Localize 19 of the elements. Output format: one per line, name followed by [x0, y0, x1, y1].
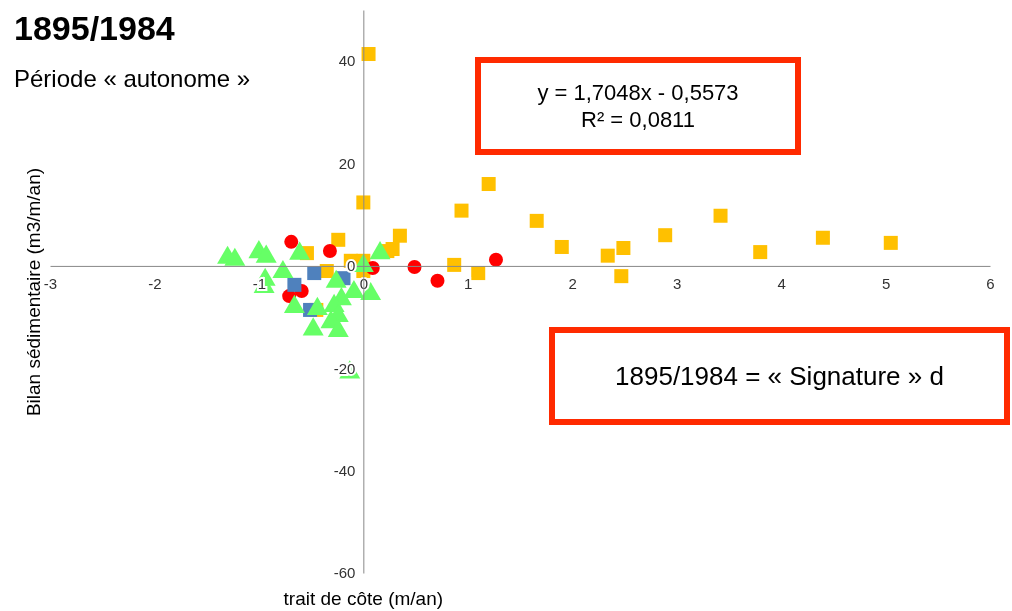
- y-tick-label: 40: [338, 52, 356, 70]
- y-tick-label: -40: [333, 461, 356, 479]
- x-tick-label: 0: [359, 274, 369, 292]
- chart-title: 1895/1984: [14, 9, 175, 47]
- x-tick-label: -3: [43, 274, 58, 292]
- x-tick-label: 6: [986, 274, 995, 292]
- x-tick-label: 3: [672, 274, 682, 292]
- y-tick-label: 20: [338, 154, 356, 172]
- x-tick-label: 2: [568, 274, 577, 292]
- y-tick-label: -60: [333, 564, 356, 582]
- y-axis-title: Bilan sédimentaire (m3/m/an): [23, 167, 44, 417]
- annotation: y = 1,7048x - 0,5573 R² = 0,0811: [537, 79, 739, 133]
- annotation: 1895/1984 = « Signature » d: [615, 361, 944, 392]
- x-tick-label: 4: [777, 274, 786, 292]
- x-tick-label: 1: [464, 274, 473, 292]
- x-axis-title: trait de côte (m/an): [283, 588, 444, 609]
- x-tick-label: -2: [148, 274, 162, 292]
- text: Période « autonome »: [14, 65, 251, 92]
- x-tick-label: 5: [881, 274, 891, 292]
